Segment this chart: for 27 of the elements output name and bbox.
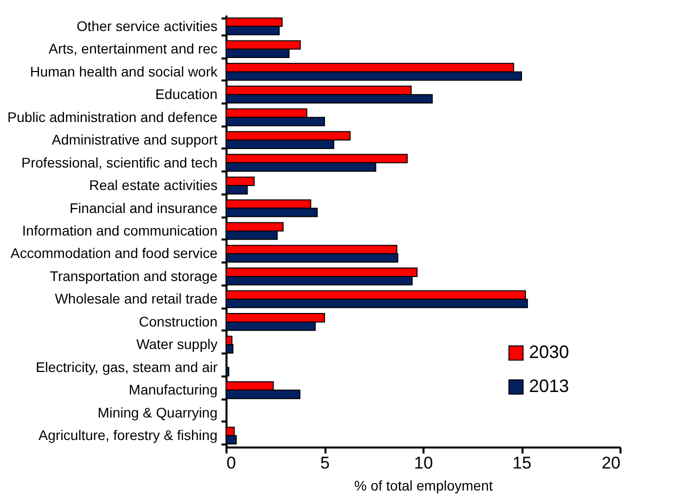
y-tick-label: Wholesale and retail trade <box>54 290 218 307</box>
y-tick-label: Manufacturing <box>128 382 218 398</box>
x-tick-label: 0 <box>226 454 236 472</box>
y-tick-label: Mining & Quarrying <box>98 404 218 420</box>
y-tick-label: Information and communication <box>22 222 218 238</box>
y-tick-label: Arts, entertainment and rec <box>48 40 218 57</box>
y-tick-label: Professional, scientific and tech <box>21 154 218 170</box>
y-tick-label: Construction <box>138 313 218 330</box>
legend-label: 2030 <box>529 342 570 362</box>
y-tick-label: Electricity, gas, steam and air <box>36 358 218 375</box>
x-tick-label: 5 <box>320 454 330 472</box>
y-tick-label: Agriculture, forestry & fishing <box>38 427 218 444</box>
y-tick-label: Accommodation and food service <box>10 245 218 262</box>
x-tick-label: 10 <box>414 454 433 472</box>
y-tick-label: Financial and insurance <box>70 200 218 216</box>
legend-label: 2013 <box>529 376 570 396</box>
y-tick-label: Human health and social work <box>30 63 218 80</box>
x-axis-title: % of total employment <box>354 478 493 494</box>
x-tick-label: 15 <box>512 454 532 472</box>
y-tick-label: Administrative and support <box>52 132 218 148</box>
y-tick-label: Transportation and storage <box>50 268 218 284</box>
x-tick-label: 20 <box>602 454 620 472</box>
y-tick-label: Public administration and defence <box>7 108 218 125</box>
y-tick-label: Real estate activities <box>89 177 218 194</box>
y-tick-label: Education <box>155 86 218 102</box>
y-tick-label: Other service activities <box>76 18 218 34</box>
y-tick-label: Water supply <box>136 336 218 352</box>
